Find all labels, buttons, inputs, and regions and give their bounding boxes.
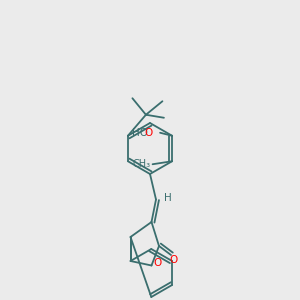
Text: H: H	[164, 193, 172, 203]
Text: CH₃: CH₃	[133, 159, 151, 169]
Text: O: O	[153, 258, 162, 268]
Text: HO: HO	[132, 128, 148, 138]
Text: O: O	[145, 128, 153, 138]
Text: O: O	[169, 255, 178, 266]
